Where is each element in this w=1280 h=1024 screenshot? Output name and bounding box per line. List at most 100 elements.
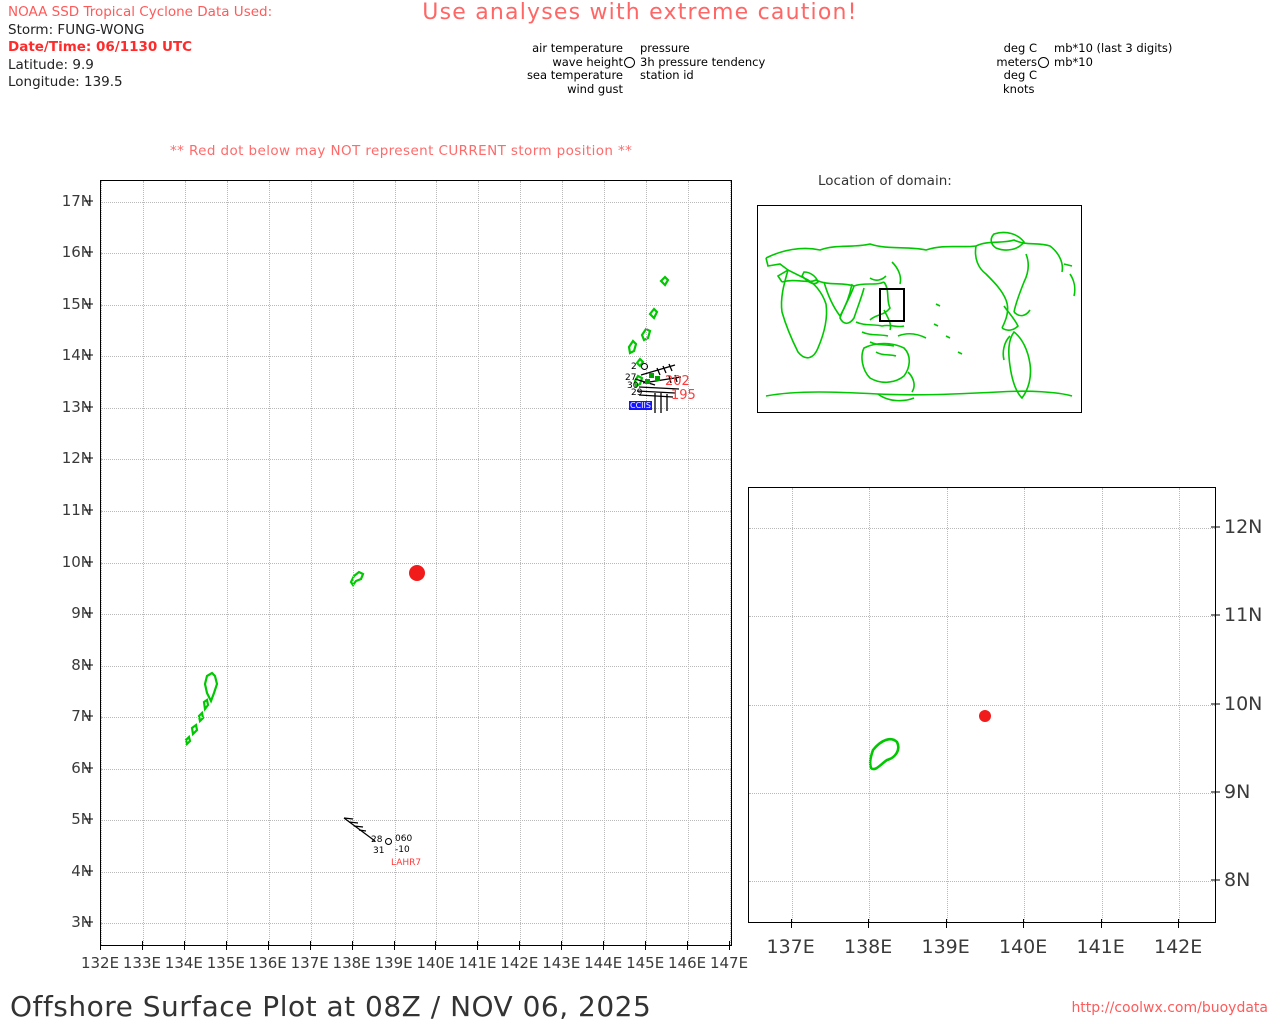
main-surface-plot[interactable]: 28 060 31 -10 LAHR7 xyxy=(100,180,732,946)
station-pressure-secondary: 195 xyxy=(671,388,696,403)
x-axis-tick xyxy=(645,941,647,950)
x-axis-tick xyxy=(183,941,185,950)
storm-latitude-line: Latitude: 9.9 xyxy=(8,56,94,73)
x-axis-tick xyxy=(225,941,227,950)
zoom-x-axis-tick xyxy=(1178,919,1180,928)
y-axis-tick xyxy=(84,612,93,614)
y-axis-tick xyxy=(84,664,93,666)
main-plot-gridlines xyxy=(101,181,731,945)
x-axis-tick xyxy=(100,941,101,950)
legend-label-pressure-tendency: 3h pressure tendency xyxy=(640,54,766,69)
x-axis-tick xyxy=(309,941,311,950)
domain-extent-box xyxy=(879,288,905,322)
legend-row: wave height 3h pressure tendency xyxy=(505,54,766,70)
legend-unit-deg-c-air: deg C xyxy=(1003,41,1037,55)
gridline-horizontal xyxy=(749,616,1215,618)
legend-units-row: meters mb*10 xyxy=(975,54,1172,70)
gridline-horizontal xyxy=(101,665,731,668)
zoom-x-axis-tick xyxy=(1023,919,1025,928)
wind-barb-icon xyxy=(343,817,376,842)
zoom-y-axis-tick-label: 11N xyxy=(1224,604,1263,627)
zoom-x-axis-tick-label: 142E xyxy=(1153,936,1203,958)
zoom-x-axis-tick-label: 141E xyxy=(1076,936,1125,958)
legend-label-station-id: station id xyxy=(640,68,694,82)
x-axis-tick xyxy=(393,941,395,950)
legend-label-wave-height: wave height xyxy=(552,54,623,69)
legend-spacer xyxy=(623,42,636,55)
y-axis-tick-label: 16N xyxy=(61,243,92,262)
y-axis-tick-label: 7N xyxy=(71,707,92,726)
gridline-horizontal xyxy=(101,459,731,461)
zoom-y-axis-tick-label: 9N xyxy=(1224,780,1251,803)
y-axis-tick xyxy=(84,921,93,923)
x-axis-tick xyxy=(435,941,437,950)
zoom-y-axis-tick-label: 12N xyxy=(1224,515,1263,538)
y-axis-tick xyxy=(84,715,93,717)
inset-map-title: Location of domain: xyxy=(818,173,952,189)
y-axis-tick-label: 17N xyxy=(61,191,92,210)
y-axis-tick-label: 14N xyxy=(61,346,92,365)
station-air-temperature: 28 xyxy=(371,835,383,845)
x-axis-tick xyxy=(729,941,730,950)
gridline-horizontal xyxy=(101,768,731,771)
zoom-x-axis-tick xyxy=(1100,919,1102,928)
station-sea-temperature: 31 xyxy=(373,846,385,856)
legend-unit-pressure: mb*10 (last 3 digits) xyxy=(1054,41,1173,55)
legend-row: air temperature pressure xyxy=(505,41,765,56)
data-source-line: NOAA SSD Tropical Cyclone Data Used: xyxy=(8,4,273,20)
x-axis-tick xyxy=(477,941,479,950)
gridline-horizontal xyxy=(101,253,731,255)
x-axis-tick-label: 134E xyxy=(164,954,203,972)
x-axis-tick-label: 141E xyxy=(458,954,497,972)
x-axis-tick-label: 147E xyxy=(709,954,749,972)
station-pressure-tendency: -10 xyxy=(395,845,410,855)
y-axis-tick-label: 11N xyxy=(61,500,92,519)
y-axis-tick xyxy=(84,406,93,408)
x-axis-tick-label: 136E xyxy=(248,954,287,972)
legend-unit-knots: knots xyxy=(1003,81,1035,96)
station-cluster-guam[interactable]: 27 2 30 29 202 195 CCIIS xyxy=(609,363,696,419)
zoom-plot-x-axis: 137E 138E 139E 140E 141E 142E xyxy=(748,919,1216,968)
x-axis-tick xyxy=(603,941,605,950)
x-axis-tick-label: 138E xyxy=(332,954,371,972)
legend-label-pressure: pressure xyxy=(640,41,690,55)
zoom-x-axis-tick-label: 140E xyxy=(998,936,1048,958)
x-axis-tick-label: 146E xyxy=(668,954,707,972)
legend-units-row: knots xyxy=(975,81,1172,97)
y-axis-tick xyxy=(84,767,93,769)
gridline-horizontal xyxy=(749,792,1215,795)
main-plot-coastlines xyxy=(184,275,670,747)
y-axis-tick-label: 13N xyxy=(61,397,92,416)
station-circle-icon xyxy=(641,363,648,370)
y-axis-tick-label: 12N xyxy=(61,449,92,468)
x-axis-tick-label: 132E xyxy=(80,954,120,972)
zoom-plot-y-axis: 8N 9N 10N 11N 12N xyxy=(1211,487,1276,923)
source-url[interactable]: http://coolwx.com/buoydata xyxy=(1071,1000,1268,1016)
y-axis-tick-label: 4N xyxy=(71,861,92,880)
x-axis-tick xyxy=(519,941,521,950)
station-id-label: LAHR7 xyxy=(391,858,422,868)
y-axis-tick-label: 10N xyxy=(61,552,92,571)
plot-title: Offshore Surface Plot at 08Z / NOV 06, 2… xyxy=(10,990,652,1023)
legend-spacer xyxy=(623,69,636,82)
gridline-horizontal xyxy=(101,304,731,307)
zoom-x-axis-tick-label: 139E xyxy=(921,936,970,958)
domain-location-map[interactable] xyxy=(757,205,1082,413)
zoom-detail-plot[interactable] xyxy=(748,487,1216,923)
zoom-x-axis-tick xyxy=(945,919,947,928)
legend-label-wind-gust: wind gust xyxy=(567,81,623,96)
station-plot-lahr7[interactable]: 28 060 31 -10 LAHR7 xyxy=(339,816,421,868)
legend-spacer xyxy=(1037,42,1050,55)
legend-label-sea-temperature: sea temperature xyxy=(526,68,623,82)
legend-unit-tendency: mb*10 xyxy=(1054,54,1093,69)
x-axis-tick xyxy=(267,941,269,950)
x-axis-tick-label: 140E xyxy=(416,954,455,972)
storm-longitude-line: Longitude: 139.5 xyxy=(8,74,123,90)
y-axis-tick xyxy=(84,303,93,305)
gridline-horizontal xyxy=(749,704,1215,707)
gridline-horizontal xyxy=(101,614,731,616)
station-pressure-label: 202 xyxy=(665,374,690,389)
zoom-x-axis-tick xyxy=(868,919,870,928)
caution-banner: Use analyses with extreme caution! xyxy=(422,0,858,25)
y-axis-tick xyxy=(84,354,93,356)
